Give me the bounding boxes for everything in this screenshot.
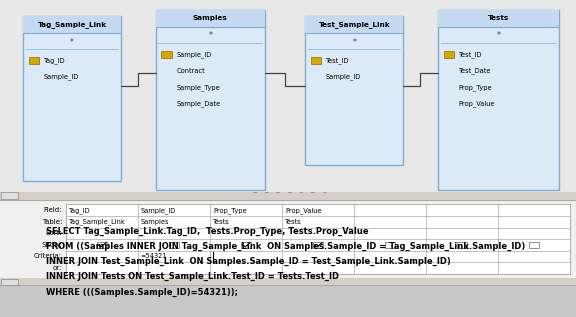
Text: Prop_Value: Prop_Value xyxy=(285,207,321,214)
Bar xyxy=(169,242,179,248)
Text: or:: or: xyxy=(53,265,62,271)
FancyBboxPatch shape xyxy=(29,57,39,64)
Bar xyxy=(0,0,576,200)
Bar xyxy=(0,200,576,285)
Text: SELECT Tag_Sample_Link.Tag_ID,  Tests.Prop_Type, Tests.Prop_Value: SELECT Tag_Sample_Link.Tag_ID, Tests.Pro… xyxy=(46,227,369,236)
Text: Test_ID: Test_ID xyxy=(458,51,482,58)
FancyBboxPatch shape xyxy=(161,51,172,58)
Bar xyxy=(0,285,576,317)
Text: Test_ID: Test_ID xyxy=(326,57,350,64)
Text: Sample_ID: Sample_ID xyxy=(141,207,176,214)
FancyBboxPatch shape xyxy=(156,10,265,190)
Text: Prop_Value: Prop_Value xyxy=(458,100,495,107)
Text: Sample_ID: Sample_ID xyxy=(176,51,211,58)
Text: Sample_Type: Sample_Type xyxy=(176,84,220,91)
Bar xyxy=(313,242,323,248)
Text: INNER JOIN Tests ON Test_Sample_Link.Test_ID = Tests.Test_ID: INNER JOIN Tests ON Test_Sample_Link.Tes… xyxy=(46,272,339,281)
Text: Prop_Type: Prop_Type xyxy=(458,84,492,91)
Bar xyxy=(385,242,395,248)
Text: INNER JOIN Test_Sample_Link  ON Samples.Sample_ID = Test_Sample_Link.Sample_ID): INNER JOIN Test_Sample_Link ON Samples.S… xyxy=(46,257,451,266)
Bar xyxy=(241,242,251,248)
Bar xyxy=(1,192,18,199)
Text: Field:: Field: xyxy=(44,207,62,213)
Text: Tests: Tests xyxy=(488,15,509,21)
Bar xyxy=(529,242,540,248)
Text: Tag_ID: Tag_ID xyxy=(69,207,91,214)
Text: Samples: Samples xyxy=(141,219,169,225)
Text: Tests: Tests xyxy=(213,219,230,225)
Text: Tag_Sample_Link: Tag_Sample_Link xyxy=(37,21,107,28)
Bar xyxy=(156,10,265,27)
Text: *: * xyxy=(209,31,212,40)
Bar xyxy=(97,242,107,248)
Text: Criteria:: Criteria: xyxy=(34,253,62,259)
FancyBboxPatch shape xyxy=(305,16,403,165)
Text: Sample_Date: Sample_Date xyxy=(176,100,221,107)
Text: Sample_ID: Sample_ID xyxy=(44,74,79,81)
Text: WHERE (((Samples.Sample_ID)=54321));: WHERE (((Samples.Sample_ID)=54321)); xyxy=(46,288,238,297)
Text: =54321: =54321 xyxy=(141,253,167,259)
FancyBboxPatch shape xyxy=(23,16,121,181)
Bar xyxy=(0,278,576,285)
Text: Sort:: Sort: xyxy=(46,230,62,236)
Text: Tests: Tests xyxy=(285,219,302,225)
Text: Prop_Type: Prop_Type xyxy=(213,207,247,214)
Text: Test_Sample_Link: Test_Sample_Link xyxy=(319,21,390,28)
Bar xyxy=(305,16,403,33)
Bar xyxy=(457,242,467,248)
Text: Test_Date: Test_Date xyxy=(458,67,491,74)
Bar xyxy=(438,10,559,27)
Text: Sample_ID: Sample_ID xyxy=(326,74,361,81)
Bar xyxy=(1,279,18,285)
Bar xyxy=(23,16,121,33)
Text: *: * xyxy=(70,37,74,47)
FancyBboxPatch shape xyxy=(311,57,321,64)
Text: Tag_Sample_Link: Tag_Sample_Link xyxy=(69,218,126,225)
Text: *: * xyxy=(353,37,356,47)
Text: Table:: Table: xyxy=(42,219,62,225)
Text: Samples: Samples xyxy=(193,15,228,21)
Text: *: * xyxy=(497,31,500,40)
FancyBboxPatch shape xyxy=(444,51,454,58)
Text: FROM ((Samples INNER JOIN Tag_Sample_Link  ON Samples.Sample_ID = Tag_Sample_Lin: FROM ((Samples INNER JOIN Tag_Sample_Lin… xyxy=(46,242,525,251)
Text: Tag_ID: Tag_ID xyxy=(44,57,66,64)
Text: Show:: Show: xyxy=(41,242,62,248)
FancyBboxPatch shape xyxy=(438,10,559,190)
Bar xyxy=(66,204,570,274)
Bar xyxy=(0,192,576,200)
Text: Contract: Contract xyxy=(176,68,205,74)
